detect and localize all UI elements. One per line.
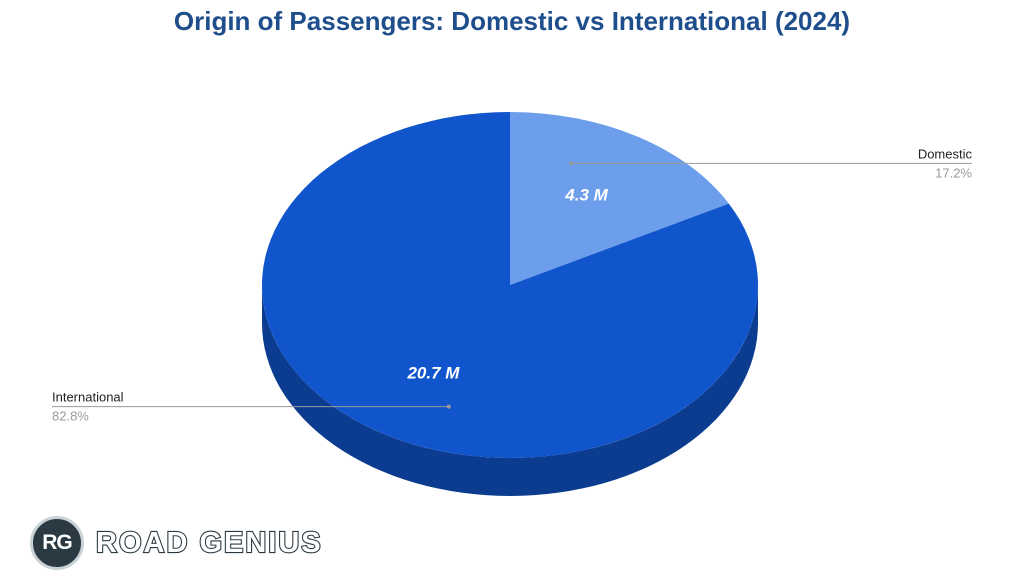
legend-name-international: International	[52, 390, 124, 405]
leader-dot-international	[446, 404, 451, 409]
legend-name-domestic: Domestic	[918, 146, 973, 161]
pie-slice-domestic	[510, 112, 729, 285]
chart-title: Origin of Passengers: Domestic vs Intern…	[173, 6, 851, 36]
legend-percent-international: 82.8%	[52, 409, 89, 424]
data-label-domestic: 4.3 M	[564, 185, 608, 204]
brand-logo: RG ROAD GENIUS	[30, 516, 323, 570]
brand-name: ROAD GENIUS	[95, 525, 323, 559]
leader-dot-domestic	[569, 161, 574, 166]
legend-percent-domestic: 17.2%	[935, 165, 972, 180]
pie-depth-side	[262, 285, 758, 496]
brand-badge: RG	[30, 516, 84, 570]
pie-slice-international	[262, 112, 758, 458]
data-label-international: 20.7 M	[406, 363, 460, 382]
